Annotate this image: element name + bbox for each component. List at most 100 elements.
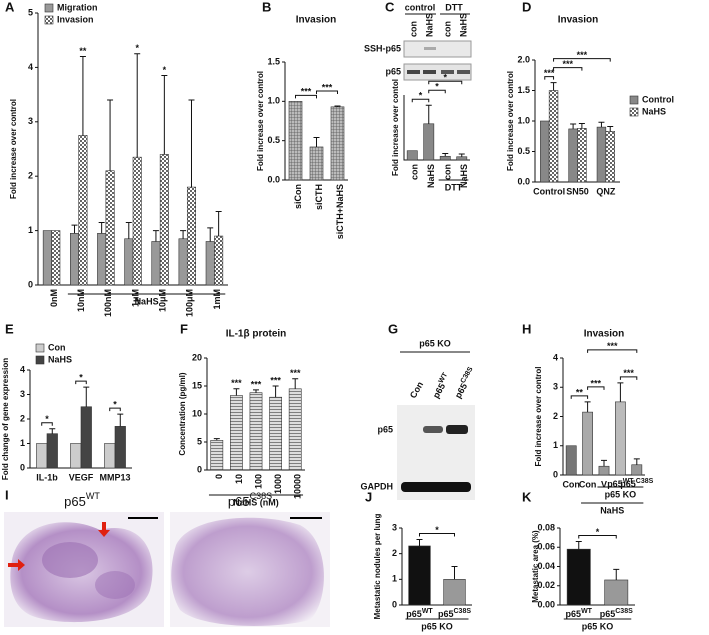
error-bar	[598, 121, 605, 128]
label-text: p65	[600, 609, 616, 619]
band	[401, 482, 471, 492]
error-bar	[425, 104, 432, 124]
lane-label: NaHS	[458, 13, 468, 37]
chart-title: Invasion	[296, 15, 337, 26]
blot-strip	[403, 40, 472, 58]
bar	[104, 443, 116, 469]
x-tick-label: 100μM	[185, 289, 195, 317]
y-tick-label: 2.0	[517, 54, 530, 64]
significance-bracket	[578, 534, 617, 539]
error-bar	[584, 401, 591, 413]
significance-bracket	[570, 395, 589, 399]
significance-label: ***	[544, 68, 555, 78]
error-bar	[134, 53, 141, 158]
error-bar	[313, 137, 320, 147]
significance-label: ***	[301, 87, 312, 97]
legend-swatch	[44, 15, 54, 25]
error-bar	[79, 56, 86, 136]
nodule	[95, 571, 135, 599]
x-tick-label: 1000	[273, 474, 283, 494]
bar	[330, 106, 345, 181]
group-label: p65 KO	[421, 621, 453, 631]
error-bar	[458, 153, 465, 157]
error-bar	[188, 99, 195, 188]
significance-label: **	[79, 46, 87, 56]
x-tick-label: 1mM	[212, 289, 222, 310]
x-tick-label: p65C38S	[600, 608, 633, 620]
error-bar	[49, 428, 56, 434]
blot-g: G p65 KO Con p65WT p65C38S p65 GAPDH	[360, 321, 475, 500]
lane-text: Con	[408, 380, 425, 400]
significance-bracket	[295, 94, 317, 99]
y-tick-label: 2	[20, 413, 25, 423]
row-label: p65	[385, 66, 401, 76]
bar	[124, 238, 134, 286]
y-tick-label: 1	[392, 574, 397, 584]
blot-group: p65 KO	[419, 338, 451, 348]
label-sup: WT	[86, 491, 100, 501]
error-bar	[215, 211, 222, 237]
y-tick-label: 1.5	[267, 56, 280, 66]
label-sup: WT	[623, 478, 635, 485]
y-tick-label: 5	[28, 7, 33, 17]
nodule	[42, 542, 98, 578]
error-bar	[213, 438, 220, 441]
bar	[540, 120, 550, 183]
significance-label: *	[435, 82, 439, 92]
significance-bracket	[428, 80, 463, 85]
lane-label: Con	[408, 380, 425, 400]
y-tick-label: 3	[392, 522, 397, 532]
x-tick-label: 0nM	[49, 289, 59, 307]
significance-label: *	[443, 73, 447, 83]
panel-letter: H	[522, 321, 531, 336]
error-bar	[416, 539, 423, 546]
group-label: NaHS	[600, 505, 624, 515]
chart-title: IL-1β protein	[226, 329, 287, 340]
bar	[105, 170, 115, 286]
x-tick-label: p65C38S	[620, 478, 653, 490]
y-tick-label: 2	[28, 171, 33, 181]
bar	[406, 150, 418, 161]
error-bar	[292, 378, 299, 389]
y-tick-label: 0.5	[267, 135, 280, 145]
legend-label: NaHS	[642, 106, 666, 116]
x-tick-label: Control	[533, 186, 565, 196]
error-bar	[272, 385, 279, 398]
error-bar	[180, 230, 187, 239]
error-bar	[601, 459, 607, 467]
arrow	[8, 559, 25, 571]
bar	[51, 230, 61, 286]
y-tick-label: 4	[28, 62, 33, 72]
chart-title: Invasion	[584, 329, 625, 340]
bar	[604, 579, 629, 606]
bar	[80, 406, 92, 469]
bar	[151, 241, 161, 286]
y-tick-label: 0	[28, 279, 33, 289]
bar	[423, 123, 435, 161]
x-tick-label: Con	[579, 479, 597, 489]
bar	[178, 238, 188, 286]
band	[423, 426, 443, 433]
legend-swatch	[35, 343, 45, 353]
panel-letter: F	[180, 321, 188, 336]
y-tick-label: 4	[20, 364, 25, 374]
lane-text: p65	[431, 382, 447, 400]
bar	[70, 233, 80, 286]
lane-sup: WT	[438, 371, 450, 385]
x-tick-label: 1μM	[130, 289, 140, 307]
row-label: GAPDH	[360, 481, 393, 491]
x-tick-label: con	[410, 164, 420, 180]
group-label: p65 KO	[582, 621, 614, 631]
error-bar	[575, 540, 582, 550]
panel-letter: J	[365, 489, 372, 504]
significance-bracket	[41, 422, 53, 426]
x-tick-label: VEGF	[69, 472, 94, 482]
bar	[631, 464, 643, 476]
row-label: p65	[377, 424, 393, 434]
label-sup: C38S	[454, 608, 472, 615]
blot-strip	[403, 63, 472, 81]
error-bar	[207, 227, 214, 242]
significance-label: *	[113, 399, 117, 409]
significance-bracket	[411, 98, 430, 103]
y-tick-label: 10	[192, 408, 202, 418]
